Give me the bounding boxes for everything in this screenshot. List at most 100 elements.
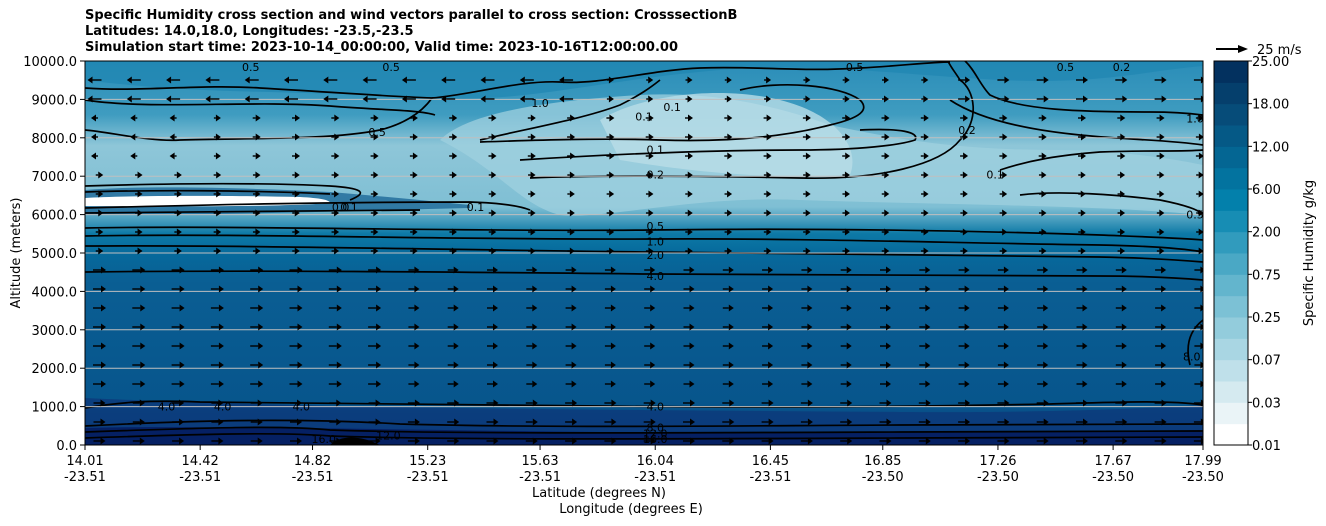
- wind-vector: [292, 228, 300, 236]
- wind-vector: [1117, 209, 1126, 217]
- wind-vector: [685, 133, 693, 141]
- wind-vector: [132, 399, 145, 407]
- wind-vector: [1115, 342, 1127, 350]
- wind-vector: [999, 228, 1008, 236]
- wind-vector: [135, 228, 143, 236]
- wind-vector: [919, 266, 931, 274]
- x-tick-label-longitude: -23.51: [64, 470, 106, 485]
- wind-vector: [960, 171, 968, 179]
- wind-vector: [1115, 437, 1128, 445]
- wind-vector: [93, 266, 106, 274]
- y-tick-label: 1000.0: [32, 401, 78, 416]
- wind-vector: [567, 133, 576, 141]
- wind-vector: [960, 190, 968, 198]
- wind-vector: [724, 190, 733, 198]
- wind-vector: [290, 399, 302, 407]
- wind-vector: [1193, 76, 1203, 84]
- wind-vector: [724, 133, 733, 141]
- y-tick-label: 9000.0: [32, 93, 78, 108]
- contour-label: 16.0: [312, 433, 337, 446]
- wind-vector: [1115, 285, 1127, 293]
- wind-vector: [290, 437, 302, 445]
- wind-vector: [840, 323, 852, 331]
- wind-vector: [329, 399, 342, 407]
- wind-vector: [1193, 437, 1203, 445]
- wind-vector: [645, 190, 654, 198]
- wind-vector: [1115, 361, 1127, 369]
- wind-vector: [764, 95, 772, 103]
- x-tick-label-latitude: 16.04: [637, 454, 674, 469]
- x-tick-label-latitude: 16.45: [752, 454, 789, 469]
- wind-vector: [174, 190, 182, 198]
- wind-vector: [328, 285, 342, 293]
- wind-vector: [565, 323, 577, 331]
- wind-vector: [919, 342, 931, 350]
- wind-vector: [683, 285, 695, 293]
- contour-label: 0.2: [646, 168, 664, 181]
- contour-label: 0.1: [663, 101, 681, 114]
- wind-vector: [880, 266, 891, 274]
- wind-vector: [565, 437, 578, 445]
- wind-vector: [842, 133, 851, 141]
- wind-vector: [685, 209, 693, 217]
- y-tick-label: 6000.0: [32, 209, 78, 224]
- wind-vector: [685, 76, 693, 84]
- wind-vector: [803, 247, 811, 255]
- wind-vector: [328, 304, 342, 312]
- wind-vector: [763, 152, 772, 160]
- wind-vector: [762, 304, 774, 312]
- wind-vector: [842, 152, 851, 160]
- wind-vector: [362, 76, 377, 84]
- wind-vector: [567, 209, 575, 217]
- wind-vector: [724, 114, 733, 122]
- wind-vector: [210, 285, 224, 293]
- wind-vector: [1115, 418, 1128, 426]
- wind-vector: [683, 266, 695, 274]
- wind-vector: [999, 152, 1008, 160]
- wind-vector: [606, 171, 615, 179]
- wind-vector: [724, 171, 733, 179]
- wind-vector: [1117, 171, 1126, 179]
- wind-vector: [447, 437, 460, 445]
- wind-vector: [132, 342, 146, 350]
- wind-vector: [171, 285, 185, 293]
- wind-vector: [132, 418, 145, 426]
- wind-vector: [762, 285, 774, 293]
- wind-vector: [606, 76, 614, 84]
- wind-vector: [919, 361, 931, 369]
- wind-vector: [762, 380, 774, 388]
- wind-vector: [1154, 437, 1167, 445]
- wind-vector: [1115, 266, 1127, 274]
- wind-vector: [685, 228, 693, 236]
- contour-label: 4.0: [214, 401, 232, 414]
- wind-vector: [1194, 361, 1203, 369]
- x-tick-label-longitude: -23.51: [749, 470, 791, 485]
- wind-vector: [171, 323, 185, 331]
- wind-vector: [1037, 342, 1049, 350]
- wind-vector: [1076, 399, 1088, 407]
- wind-vector: [724, 228, 733, 236]
- contour-label: 8.0: [1183, 351, 1201, 364]
- x-axis: 14.01-23.5114.42-23.5114.82-23.5115.23-2…: [64, 445, 1224, 485]
- wind-vector: [997, 418, 1010, 426]
- wind-vector: [407, 399, 420, 407]
- wind-vector: [1078, 114, 1086, 122]
- contour-line-0.1-dry-layer: [85, 201, 531, 211]
- wind-vector: [840, 399, 853, 407]
- wind-vector: [447, 361, 459, 369]
- wind-vector: [487, 323, 498, 331]
- wind-vector: [960, 152, 969, 160]
- wind-vector: [645, 133, 654, 141]
- wind-vector: [250, 437, 263, 445]
- wind-vector: [250, 380, 264, 388]
- wind-vector: [284, 95, 298, 103]
- contour-line-1.0-layer: [85, 234, 1203, 253]
- wind-vector: [1078, 247, 1086, 255]
- wind-vector: [132, 323, 146, 331]
- wind-vector: [408, 380, 420, 388]
- wind-vector: [1078, 209, 1086, 217]
- wind-vector: [997, 361, 1009, 369]
- wind-vector: [1036, 76, 1049, 84]
- wind-vector: [210, 380, 224, 388]
- wind-vector: [643, 418, 656, 426]
